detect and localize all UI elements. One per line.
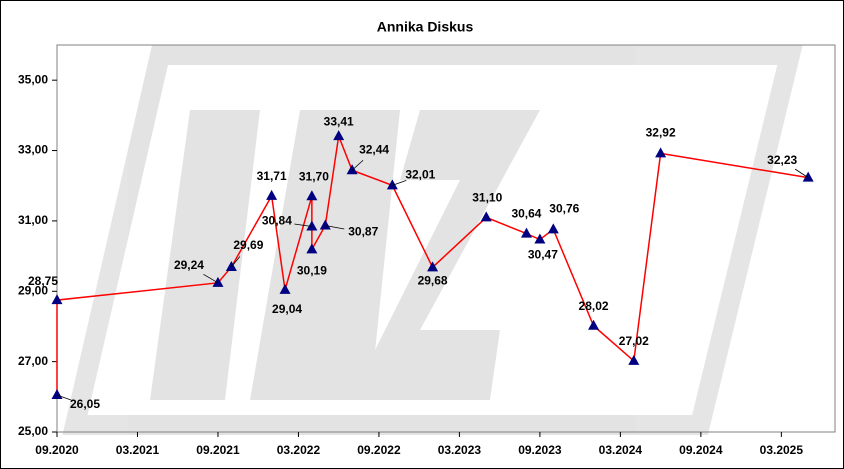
marker	[386, 179, 398, 190]
data-label: 32,23	[767, 153, 797, 167]
marker	[547, 223, 559, 234]
x-tick-label: 03.2023	[438, 443, 482, 457]
marker	[534, 233, 546, 244]
plot-area	[56, 44, 836, 433]
data-label: 29,68	[418, 274, 448, 288]
x-tick-label: 09.2021	[196, 443, 240, 457]
data-label: 28,75	[28, 274, 58, 288]
marker	[51, 294, 63, 305]
marker	[306, 190, 318, 201]
marker	[628, 354, 640, 365]
data-label: 30,64	[511, 207, 541, 221]
data-label: 30,84	[262, 214, 292, 228]
y-tick-label: 31,00	[18, 213, 48, 227]
x-tick-label: 09.2020	[35, 443, 79, 457]
data-label: 32,92	[646, 126, 676, 140]
chart-title: Annika Diskus	[377, 19, 474, 35]
leader-line	[56, 394, 72, 401]
data-label: 30,19	[297, 264, 327, 278]
y-tick-label: 35,00	[18, 72, 48, 86]
data-label: 27,02	[619, 334, 649, 348]
data-label: 26,05	[70, 397, 100, 411]
data-label: 30,87	[348, 225, 378, 239]
data-label: 31,70	[299, 169, 329, 183]
data-label: 31,10	[472, 191, 502, 205]
data-label: 30,76	[549, 202, 579, 216]
marker	[279, 283, 291, 294]
marker	[319, 219, 331, 230]
data-label: 29,69	[233, 238, 263, 252]
marker	[212, 276, 224, 287]
x-tick-label: 03.2024	[599, 443, 643, 457]
leader-line	[794, 168, 809, 178]
marker	[51, 389, 63, 400]
leader-line	[392, 179, 407, 186]
data-label: 32,01	[405, 168, 435, 182]
y-tick-label: 29,00	[18, 283, 48, 297]
data-label: 30,47	[528, 248, 558, 262]
marker	[655, 147, 667, 158]
marker	[306, 243, 318, 254]
marker	[266, 189, 278, 200]
marker	[427, 261, 439, 272]
marker	[333, 130, 345, 141]
leader-line	[325, 225, 345, 230]
data-label: 31,71	[257, 169, 287, 183]
data-label: 29,04	[272, 302, 302, 316]
leader-line	[203, 273, 219, 284]
data-label: 29,24	[174, 258, 204, 272]
data-label: 33,41	[324, 114, 354, 128]
leader-line	[351, 159, 364, 171]
marker	[306, 220, 318, 231]
marker	[480, 211, 492, 222]
data-label: 28,02	[579, 299, 609, 313]
y-tick-label: 27,00	[18, 354, 48, 368]
leader-line	[294, 223, 312, 227]
marker	[520, 227, 532, 238]
y-tick-label: 25,00	[18, 424, 48, 438]
data-label: 32,44	[359, 142, 389, 156]
series-line	[56, 133, 809, 396]
marker	[802, 171, 814, 182]
x-tick-label: 03.2021	[116, 443, 160, 457]
marker	[588, 319, 600, 330]
x-tick-label: 09.2023	[518, 443, 562, 457]
marker	[225, 260, 237, 271]
x-tick-label: 03.2025	[760, 443, 804, 457]
leader-line	[231, 256, 241, 268]
x-tick-label: 03.2022	[277, 443, 321, 457]
x-tick-label: 09.2024	[679, 443, 723, 457]
marker	[346, 164, 358, 175]
x-tick-label: 09.2022	[357, 443, 401, 457]
y-tick-label: 33,00	[18, 143, 48, 157]
